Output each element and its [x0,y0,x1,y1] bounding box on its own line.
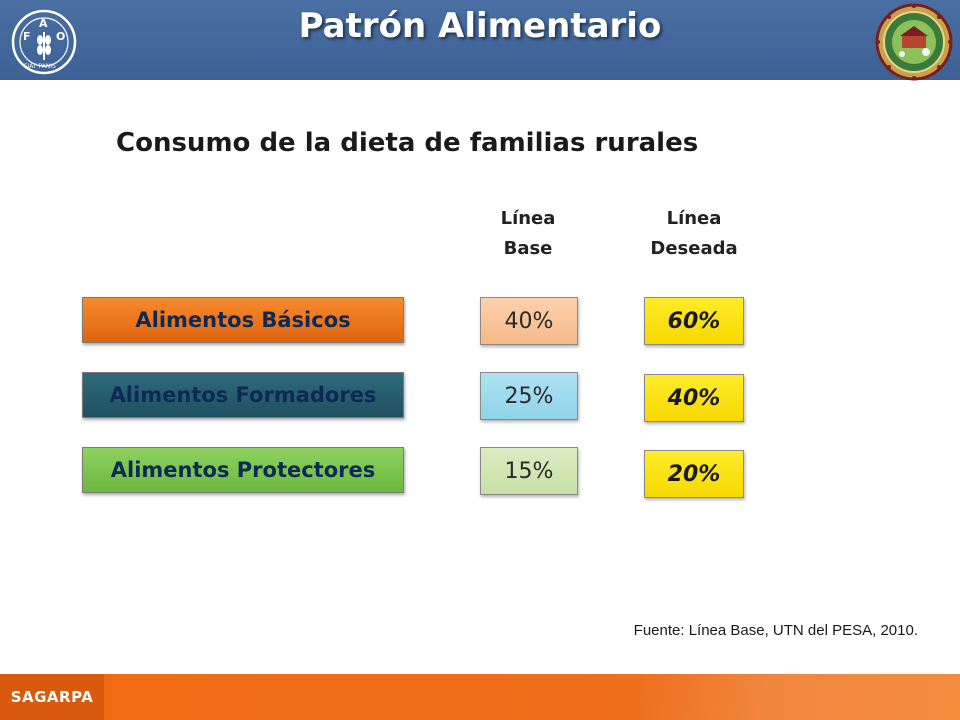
column-header-line: Deseada [650,238,738,259]
svg-text:A: A [39,17,48,30]
base-value-formadores: 25% [480,372,578,420]
deseada-value-formadores: 40% [644,374,744,422]
column-header-line: Línea [500,208,556,229]
base-value-basicos: 40% [480,297,578,345]
category-alimentos-basicos: Alimentos Básicos [82,297,404,343]
category-alimentos-formadores: Alimentos Formadores [82,372,404,418]
column-header-linea-deseada: Línea Deseada [629,204,759,264]
category-alimentos-protectores: Alimentos Protectores [82,447,404,493]
header-bar [0,0,960,80]
column-header-line: Línea [666,208,722,229]
footer-bar [0,674,960,720]
sagarpa-logo: SAGARPA [0,674,104,720]
base-value-protectores: 15% [480,447,578,495]
deseada-value-protectores: 20% [644,450,744,498]
svg-text:FIAT PANIS: FIAT PANIS [24,63,56,70]
footer-decoration [640,674,960,720]
column-header-linea-base: Línea Base [463,204,593,264]
slide-subtitle: Consumo de la dieta de familias rurales [116,128,699,158]
column-header-line: Base [503,238,553,259]
deseada-value-basicos: 60% [644,297,744,345]
page-title: Patrón Alimentario [298,6,662,46]
circular-seal-logo [875,3,953,81]
fao-logo: F A O FIAT PANIS [11,9,77,75]
source-note: Fuente: Línea Base, UTN del PESA, 2010. [633,622,918,639]
svg-text:O: O [56,30,65,43]
svg-text:F: F [23,30,31,43]
